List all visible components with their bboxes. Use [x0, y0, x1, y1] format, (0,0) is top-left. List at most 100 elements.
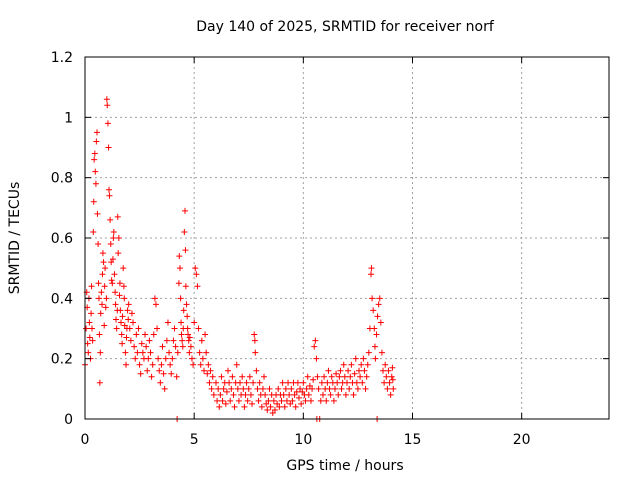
data-point	[303, 385, 310, 392]
data-point	[370, 307, 377, 314]
data-point	[340, 361, 347, 368]
data-point	[286, 391, 293, 398]
data-point	[150, 331, 157, 338]
data-point	[91, 150, 98, 157]
data-point	[357, 373, 364, 380]
data-point	[251, 337, 258, 344]
data-point	[246, 373, 253, 380]
data-point	[182, 247, 189, 254]
data-point	[306, 382, 313, 389]
y-tick-label: 1	[64, 110, 73, 126]
data-point	[110, 235, 117, 241]
data-point	[294, 379, 301, 386]
data-point	[185, 331, 192, 338]
data-point	[387, 391, 394, 398]
data-point	[90, 198, 97, 205]
data-point	[213, 379, 219, 386]
data-point	[251, 331, 258, 338]
data-point	[297, 385, 304, 392]
data-point	[125, 301, 132, 308]
data-point	[183, 301, 190, 308]
data-point	[99, 301, 106, 308]
data-point	[280, 391, 287, 398]
data-point	[175, 280, 182, 287]
data-point	[88, 283, 95, 290]
data-point	[106, 186, 113, 193]
data-point	[358, 361, 365, 368]
data-point	[94, 129, 101, 136]
data-point	[192, 265, 199, 272]
data-point	[321, 373, 328, 380]
data-point	[229, 373, 236, 380]
data-point	[138, 340, 145, 347]
data-point	[88, 325, 95, 332]
data-point	[134, 349, 141, 356]
data-point	[261, 373, 268, 380]
data-point	[147, 349, 154, 356]
data-point	[298, 400, 305, 407]
data-point	[118, 331, 125, 338]
data-point	[144, 367, 151, 374]
data-point	[371, 325, 378, 332]
data-point	[256, 379, 263, 386]
data-point	[142, 331, 149, 338]
data-point	[252, 349, 259, 356]
data-point	[383, 373, 390, 380]
data-point	[118, 319, 125, 326]
data-point	[162, 355, 169, 362]
data-point	[351, 370, 358, 377]
data-point	[369, 295, 376, 302]
data-point	[148, 373, 155, 380]
data-point	[276, 403, 283, 410]
data-point	[327, 391, 334, 398]
data-point	[122, 349, 129, 356]
data-point	[173, 373, 180, 380]
data-point	[88, 310, 95, 317]
data-point	[115, 250, 122, 257]
data-point	[123, 361, 130, 368]
data-point	[158, 361, 165, 368]
x-tick-label: 0	[81, 432, 90, 448]
data-point	[205, 361, 212, 368]
data-point	[92, 180, 99, 187]
data-point	[368, 271, 375, 278]
data-point	[112, 289, 119, 296]
data-point	[215, 385, 222, 392]
data-point	[94, 210, 101, 217]
data-point	[179, 337, 186, 344]
data-point	[190, 361, 197, 368]
data-point	[184, 313, 191, 320]
data-point	[90, 228, 97, 235]
data-point	[309, 385, 316, 392]
y-axis-label: SRMTID / TECUs	[7, 182, 23, 295]
data-point	[227, 397, 234, 404]
data-point	[121, 295, 128, 302]
data-point	[166, 349, 173, 356]
data-point	[145, 355, 152, 362]
data-point	[281, 403, 288, 410]
data-point	[97, 310, 104, 317]
data-point	[338, 385, 345, 392]
data-point	[97, 349, 104, 356]
data-point	[348, 361, 355, 368]
data-point	[385, 367, 392, 374]
data-point	[174, 349, 181, 356]
data-point	[104, 102, 111, 109]
data-point	[270, 397, 277, 404]
data-point	[289, 397, 296, 404]
x-axis-label: GPS time / hours	[286, 458, 403, 474]
data-point	[91, 156, 98, 163]
data-point	[204, 370, 211, 377]
data-point	[176, 253, 183, 260]
data-point	[313, 355, 320, 362]
data-point	[151, 295, 158, 302]
data-point	[359, 379, 366, 386]
data-point	[371, 343, 378, 350]
data-point	[128, 310, 135, 317]
data-point	[219, 397, 226, 404]
data-point	[244, 397, 251, 404]
data-point	[247, 391, 254, 398]
data-point	[103, 295, 110, 302]
data-point	[377, 319, 384, 326]
